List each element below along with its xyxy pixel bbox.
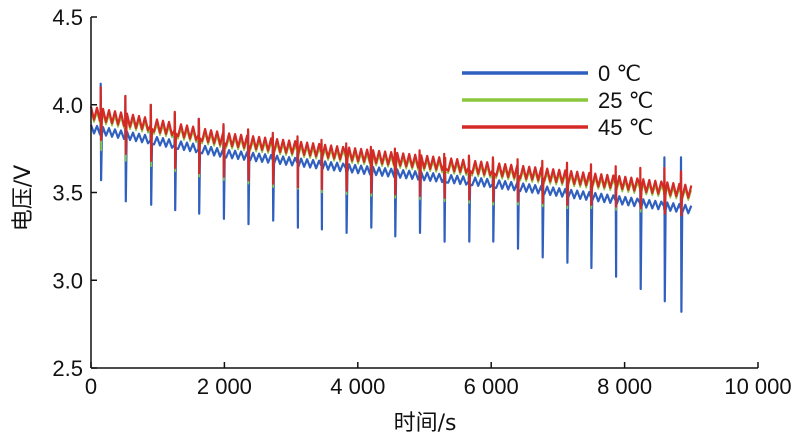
y-axis-title: 电压/V	[11, 165, 36, 231]
series-line-45c	[89, 86, 693, 217]
x-tick-label: 6 000	[464, 374, 519, 399]
y-tick-label: 3.5	[52, 181, 83, 206]
y-tick-label: 3.0	[52, 268, 83, 293]
y-tick-label: 4.5	[52, 5, 83, 30]
legend-label-45c: 45 ℃	[598, 115, 653, 140]
y-tick-label: 2.5	[52, 356, 83, 381]
x-tick-label: 4 000	[330, 374, 385, 399]
x-axis-title: 时间/s	[394, 411, 457, 436]
x-tick-label: 0	[85, 374, 97, 399]
y-tick-label: 4.0	[52, 93, 83, 118]
x-tick-label: 2 000	[197, 374, 252, 399]
series-layer	[89, 82, 693, 313]
ticks-layer: 0 2 000 4 000 6 000 8 000 10 000 2.5 3.0 3.5 4.0 4…	[52, 5, 791, 399]
x-tick-label: 10 000	[724, 374, 791, 399]
legend: 0 ℃ 25 ℃ 45 ℃	[462, 61, 653, 140]
x-tick-label: 8 000	[597, 374, 652, 399]
legend-label-0c: 0 ℃	[598, 61, 641, 86]
legend-label-25c: 25 ℃	[598, 88, 653, 113]
